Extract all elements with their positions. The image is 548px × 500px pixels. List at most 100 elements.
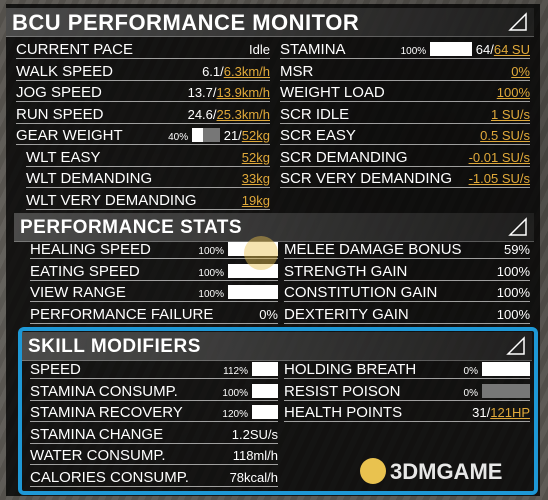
skills-row: STAMINA CONSUMP. 100%	[30, 382, 278, 402]
max-value-text: 0%	[511, 63, 530, 79]
row-underline	[280, 58, 530, 59]
max-value-text: 52kg	[241, 149, 270, 165]
row-label: PERFORMANCE FAILURE	[30, 305, 214, 323]
level-bar	[482, 383, 530, 398]
level-bar-fill	[228, 285, 278, 299]
row-underline	[30, 442, 278, 444]
collapse-triangle-icon[interactable]	[506, 336, 526, 356]
level-bar	[228, 263, 278, 278]
row-underline	[280, 79, 530, 81]
monitor-row: SCR DEMANDING -0.01 SU/s	[280, 148, 530, 168]
row-value: 0%	[511, 62, 530, 82]
row-underline	[280, 101, 530, 102]
level-bar	[228, 242, 278, 256]
row-value: 31/121HP	[472, 403, 530, 423]
row-value: 52kg	[242, 148, 270, 168]
watermark-logo-icon	[360, 458, 386, 484]
monitor-row: WLT VERY DEMANDING 19kg	[16, 191, 270, 211]
monitor-row: WALK SPEED 6.1/6.3km/h	[16, 62, 270, 82]
level-bar	[430, 42, 473, 56]
row-value: 1.2SU/s	[232, 425, 278, 445]
max-value-text: 25.3km/h	[216, 106, 270, 122]
max-value-text: 13.9km/h	[216, 85, 270, 100]
collapse-triangle-icon[interactable]	[508, 217, 528, 237]
monitor-row: JOG SPEED 13.7/13.9km/h	[16, 83, 270, 103]
row-value: 0%	[464, 360, 530, 382]
stats-row: EATING SPEED 100%	[30, 262, 278, 282]
stats-row: VIEW RANGE 100%	[30, 283, 278, 303]
row-label: CURRENT PACE	[16, 41, 133, 58]
monitor-header: BCU PERFORMANCE MONITOR	[6, 8, 534, 37]
row-value: 40% 21/52kg	[168, 126, 270, 148]
row-underline	[280, 122, 530, 124]
percent-label: 40%	[168, 132, 189, 143]
monitor-row: WEIGHT LOAD 100%	[280, 83, 530, 103]
monitor-title: BCU PERFORMANCE MONITOR	[12, 10, 360, 35]
row-label: EATING SPEED	[30, 262, 140, 280]
max-value-text: 121HP	[490, 405, 530, 420]
value-text: 118ml/h	[232, 448, 278, 463]
row-label: WEIGHT LOAD	[280, 84, 385, 101]
row-underline	[16, 58, 270, 59]
level-bar	[228, 285, 278, 299]
value-text: 0%	[259, 306, 278, 322]
value-text: 59%	[503, 242, 530, 257]
row-underline	[26, 187, 270, 188]
percent-label: 0%	[463, 387, 478, 399]
percent-label: 100%	[222, 387, 248, 399]
value-text: 78kcal/h	[229, 469, 278, 485]
skills-row: HEALTH POINTS 31/121HP	[284, 403, 530, 423]
skills-row: HOLDING BREATH 0%	[284, 360, 530, 380]
skills-header: SKILL MODIFIERS	[22, 332, 532, 361]
level-bar-fill	[252, 383, 278, 398]
percent-label: 100%	[198, 267, 224, 279]
max-value-text: 6.3km/h	[223, 63, 270, 79]
row-value: 33kg	[242, 169, 270, 189]
row-label: STAMINA CONSUMP.	[30, 382, 178, 400]
row-value: 0%	[464, 382, 530, 404]
row-underline	[16, 101, 270, 102]
row-label: STAMINA CHANGE	[30, 425, 164, 443]
percent-label: 100%	[400, 46, 427, 57]
level-bar-fill	[192, 128, 204, 142]
row-value: 100%	[198, 262, 278, 284]
row-label: VIEW RANGE	[30, 284, 126, 301]
value-text: 24.6/	[187, 106, 217, 122]
row-underline	[16, 122, 270, 124]
row-value: 100%	[497, 262, 530, 282]
monitor-row: WLT DEMANDING 33kg	[16, 169, 270, 189]
collapse-triangle-icon[interactable]	[508, 12, 528, 32]
row-label: STAMINA RECOVERY	[30, 404, 183, 421]
row-label: DEXTERITY GAIN	[284, 305, 409, 323]
row-value: -0.01 SU/s	[469, 148, 530, 168]
row-underline	[30, 485, 278, 487]
row-value: 19kg	[242, 191, 270, 211]
row-underline	[284, 301, 530, 302]
row-underline	[284, 421, 530, 422]
skills-title: SKILL MODIFIERS	[28, 336, 201, 357]
skills-row: SPEED 112%	[30, 360, 278, 380]
value-text: 6.1/	[202, 63, 224, 79]
row-label: WATER CONSUMP.	[30, 447, 166, 464]
max-value-text: 33kg	[241, 171, 270, 186]
row-value: 118ml/h	[233, 446, 278, 466]
row-underline	[284, 378, 530, 379]
row-value: 0%	[259, 305, 278, 325]
max-value-text: 52kg	[241, 128, 270, 143]
level-bar-fill	[482, 362, 530, 376]
row-value: -1.05 SU/s	[469, 169, 530, 189]
level-bar	[252, 405, 278, 419]
row-value: 112%	[223, 360, 278, 382]
percent-label: 0%	[463, 366, 478, 377]
skills-row: STAMINA RECOVERY 120%	[30, 403, 278, 423]
row-label: WLT DEMANDING	[26, 170, 153, 187]
row-underline	[30, 322, 278, 324]
row-underline	[280, 187, 530, 188]
value-text: 31/	[472, 405, 491, 420]
row-label: HEALTH POINTS	[284, 404, 403, 421]
row-underline	[30, 258, 278, 259]
skills-row: WATER CONSUMP. 118ml/h	[30, 446, 278, 466]
skills-row: STAMINA CHANGE 1.2SU/s	[30, 425, 278, 445]
row-underline	[30, 378, 278, 379]
stats-row: PERFORMANCE FAILURE 0%	[30, 305, 278, 325]
